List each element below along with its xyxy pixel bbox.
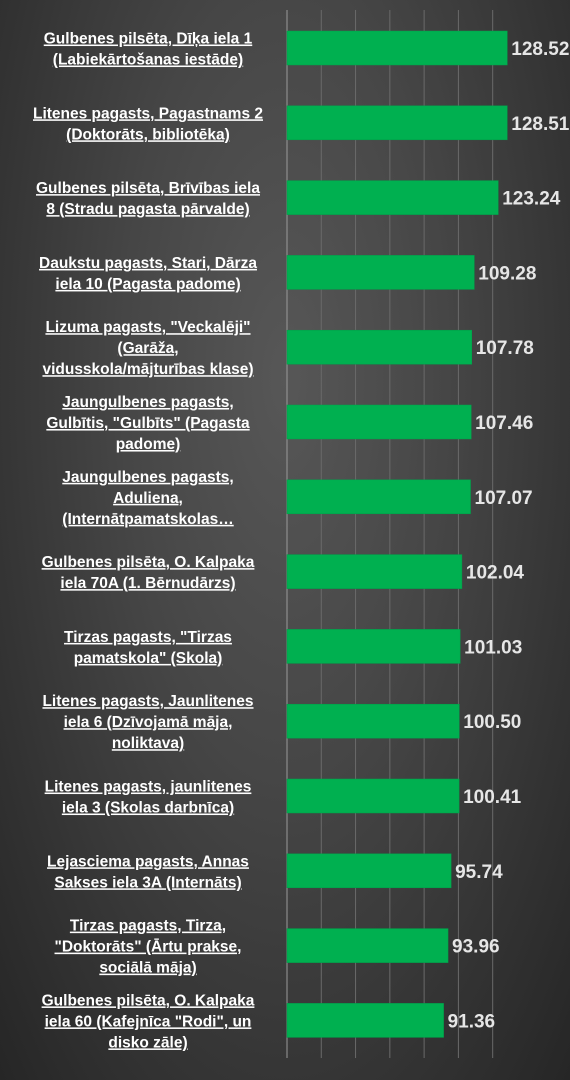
value-label: 107.78 — [476, 338, 534, 359]
value-label: 128.51 — [511, 114, 570, 135]
category-label: Gulbenes pilsēta, Brīvības iela 8 (Stradu… — [36, 180, 260, 218]
category-label: Gulbenes pilsēta, Dīķa iela 1 (Labiekārto… — [44, 31, 253, 69]
value-label: 100.41 — [463, 787, 522, 808]
bar — [286, 479, 471, 515]
value-label: 101.03 — [464, 637, 522, 658]
category-label-line: Aduliena, — [113, 490, 183, 507]
value-label: 128.52 — [511, 39, 569, 60]
value-label: 107.07 — [475, 488, 533, 509]
category-label-line: vidusskola/mājturības klase) — [42, 361, 253, 378]
category-label-line: padome) — [116, 436, 181, 453]
category-label-line: Daukstu pagasts, Stari, Dārza — [39, 255, 257, 272]
bar — [286, 180, 499, 215]
bar — [286, 404, 472, 440]
value-label: 93.96 — [452, 937, 500, 958]
category-label: Litenes pagasts, jaunlitenes iela 3 (Skol… — [45, 779, 252, 817]
category-label-line: disko zāle) — [108, 1034, 187, 1051]
bars — [286, 30, 508, 1038]
category-label-line: (Labiekārtošanas iestāde) — [53, 52, 243, 69]
category-label: Tirzas pagasts, "Tirzas pamatskola" (Skol… — [64, 629, 232, 667]
category-label-line: Litenes pagasts, Jaunlitenes — [42, 693, 253, 710]
category-label-line: Gulbenes pilsēta, O. Kalpaka — [42, 992, 255, 1009]
value-label: 91.36 — [448, 1011, 496, 1032]
bar — [286, 30, 508, 66]
value-label: 107.46 — [475, 413, 533, 434]
category-label: Litenes pagasts, Pagastnams 2 (Doktorāts,… — [33, 105, 263, 143]
bar — [286, 329, 472, 365]
category-label: Lizuma pagasts, "Veckalēji" (Garāža, vidus… — [42, 319, 253, 378]
category-label-line: Sakses iela 3A (Internāts) — [54, 874, 241, 891]
value-label: 123.24 — [502, 189, 561, 210]
category-label-line: (Garāža, — [117, 340, 178, 357]
category-label-line: (Doktorāts, bibliotēka) — [66, 126, 230, 143]
bar — [286, 778, 460, 814]
category-labels: Gulbenes pilsēta, Dīķa iela 1 (Labiekārto… — [33, 31, 263, 1052]
category-label-line: Litenes pagasts, Pagastnams 2 — [33, 105, 263, 122]
category-label: Jaungulbenes pagasts, Gulbītis, "Gulbīts"… — [46, 394, 250, 453]
category-label-line: Lejasciema pagasts, Annas — [47, 853, 249, 870]
category-label-line: Lizuma pagasts, "Veckalēji" — [45, 319, 250, 336]
category-label-line: Litenes pagasts, jaunlitenes — [45, 779, 252, 796]
category-label-line: iela 60 (Kafejnīca "Rodi", un — [45, 1013, 252, 1030]
value-label: 95.74 — [455, 862, 503, 883]
category-label-line: sociālā māja) — [99, 960, 196, 977]
category-label: Litenes pagasts, Jaunlitenes iela 6 (Dzīv… — [42, 693, 253, 752]
category-label-line: iela 6 (Dzīvojamā māja, — [64, 714, 233, 731]
category-label-line: iela 3 (Skolas darbnīca) — [62, 800, 234, 817]
category-label-line: pamatskola" (Skola) — [74, 650, 223, 667]
value-label: 100.50 — [463, 712, 521, 733]
category-label: Lejasciema pagasts, Annas Sakses iela 3A … — [47, 853, 249, 891]
category-label-line: iela 70A (1. Bērnudārzs) — [60, 575, 235, 592]
bar — [286, 928, 449, 963]
category-label-line: noliktava) — [112, 735, 184, 752]
category-label-line: Jaungulbenes pagasts, — [62, 394, 233, 411]
category-label: Gulbenes pilsēta, O. Kalpaka iela 70A (1.… — [42, 554, 255, 592]
bar — [286, 853, 452, 889]
category-label-line: Gulbenes pilsēta, Dīķa iela 1 — [44, 31, 253, 48]
bar — [286, 554, 463, 589]
bar — [286, 255, 475, 290]
value-label: 102.04 — [466, 563, 525, 584]
bar — [286, 105, 508, 141]
category-label-line: "Doktorāts" (Ārtu prakse, — [55, 939, 242, 956]
category-label: Gulbenes pilsēta, O. Kalpaka iela 60 (Kaf… — [42, 992, 255, 1051]
value-label: 109.28 — [478, 263, 536, 284]
category-label-line: Tirzas pagasts, "Tirzas — [64, 629, 232, 646]
value-labels: 128.52 128.51 123.24 109.28 107.78 107.46 107.… — [448, 39, 570, 1032]
category-label-line: Gulbītis, "Gulbīts" (Pagasta — [46, 415, 250, 432]
category-label: Tirzas pagasts, Tirza, "Doktorāts" (Ārtu … — [55, 918, 242, 977]
category-label-line: (Internātpamatskolas… — [62, 511, 233, 528]
category-label-line: iela 10 (Pagasta padome) — [55, 276, 240, 293]
category-label-line: Gulbenes pilsēta, O. Kalpaka — [42, 554, 255, 571]
bar — [286, 1003, 444, 1038]
category-label-line: 8 (Stradu pagasta pārvalde) — [46, 201, 249, 218]
category-label: Daukstu pagasts, Stari, Dārza iela 10 (Pa… — [39, 255, 257, 293]
category-label-line: Gulbenes pilsēta, Brīvības iela — [36, 180, 260, 197]
grid-lines — [286, 10, 494, 1058]
category-label-line: Jaungulbenes pagasts, — [62, 469, 233, 486]
bar — [286, 703, 460, 739]
bar — [286, 629, 461, 664]
category-label: Jaungulbenes pagasts, Aduliena, (Internātp… — [62, 469, 233, 528]
category-label-line: Tirzas pagasts, Tirza, — [70, 918, 226, 935]
